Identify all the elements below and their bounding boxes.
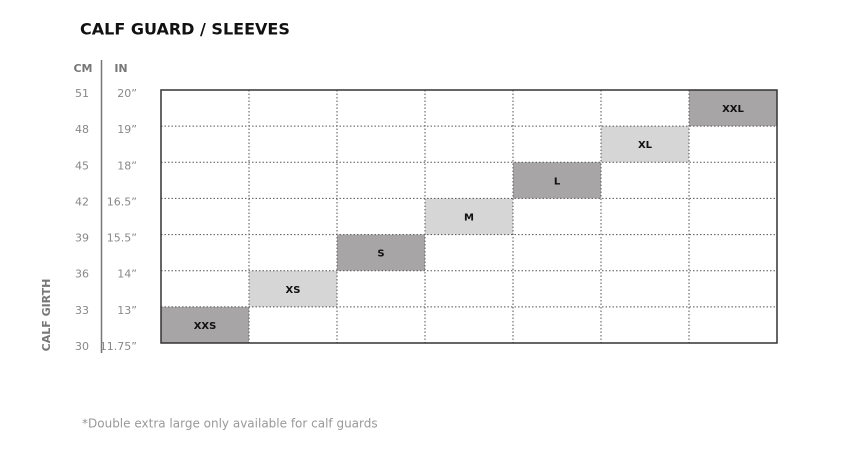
in-label: 16.5” [107,195,137,208]
cm-label: 45 [75,159,89,172]
size-cell [689,90,777,127]
grid-border [160,89,778,344]
cm-label: 30 [75,340,89,353]
cm-label: 36 [75,268,89,281]
cm-label: 51 [75,87,89,100]
cm-label: 48 [75,123,89,136]
size-cell [425,198,513,235]
in-label: 20” [117,87,137,100]
axis-label: CALF GIRTH [40,279,53,352]
size-cell [337,234,425,271]
size-label: S [377,249,384,260]
cm-label: 39 [75,232,89,245]
in-label: 14” [117,268,137,281]
cm-label: 33 [75,304,89,317]
cm-header: CM [73,62,92,75]
size-cell [161,306,249,343]
size-label: XXL [722,104,744,115]
in-label: 15.5” [107,232,137,245]
in-label: 18” [117,159,137,172]
title: CALF GUARD / SLEEVES [80,20,290,39]
size-label: L [554,176,561,187]
in-label: 19” [117,123,137,136]
size-label: M [464,213,474,224]
in-header: IN [114,62,127,75]
size-label: XS [286,285,301,296]
in-label: 13” [117,304,137,317]
cm-label: 42 [75,195,89,208]
size-cell [249,270,337,307]
in-label: 11.75” [100,340,137,353]
size-label: XL [638,140,653,151]
footnote: *Double extra large only available for c… [82,417,378,431]
size-cell [601,126,689,163]
size-label: XXS [194,321,217,332]
size-cell [513,162,601,199]
